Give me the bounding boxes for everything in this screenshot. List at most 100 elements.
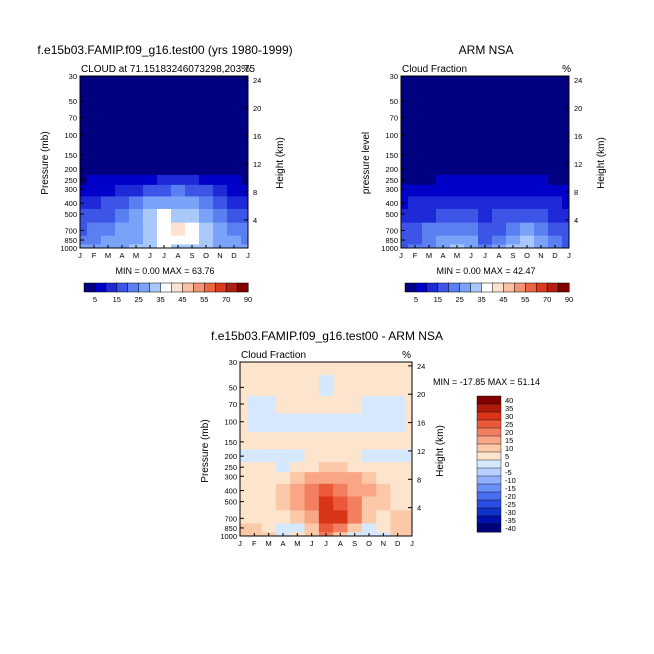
month-tick-label: N	[538, 251, 543, 260]
heatmap-cell	[347, 395, 363, 414]
heatmap-cell	[247, 395, 262, 414]
month-tick-label: J	[78, 251, 82, 260]
heatmap-cell	[185, 184, 200, 197]
heatmap-cell	[478, 208, 493, 223]
heatmap-cell	[506, 126, 521, 146]
heatmap-cell	[290, 523, 305, 533]
min-max-stats: MIN = 0.00 MAX = 42.47	[436, 266, 535, 276]
heatmap-cell	[247, 431, 262, 450]
heatmap-cell	[361, 431, 377, 450]
heatmap-cell	[185, 145, 200, 163]
heatmap-cell	[408, 208, 423, 223]
heatmap-cell	[185, 162, 200, 175]
month-tick-label: J	[483, 251, 487, 260]
heatmap-cell	[376, 509, 391, 524]
colorbar-label: 40	[505, 396, 513, 405]
colorbar-label: 25	[134, 295, 142, 304]
heatmap-cell	[450, 235, 465, 245]
colorbar-label: 70	[222, 295, 230, 304]
colorbar-label: 70	[543, 295, 551, 304]
heatmap-cell	[464, 235, 479, 245]
heatmap-cell	[548, 109, 563, 127]
heatmap-cell	[562, 145, 570, 163]
month-tick-label: A	[440, 251, 445, 260]
heatmap-cell	[129, 174, 144, 185]
month-tick-label: D	[395, 539, 401, 548]
heatmap-cell	[562, 76, 570, 89]
heatmap-cell	[213, 174, 228, 185]
heatmap-cell	[213, 235, 228, 245]
heatmap-cell	[401, 145, 409, 163]
heatmap-cell	[361, 395, 377, 414]
heatmap-cell	[80, 222, 88, 236]
height-axis-label: Height (km)	[435, 425, 446, 477]
heatmap-cell	[376, 431, 391, 450]
heatmap-cell	[304, 374, 320, 397]
heatmap-cell	[376, 461, 391, 473]
heatmap-cell	[408, 109, 423, 127]
heatmap-cell	[115, 184, 130, 197]
heatmap-cell	[240, 509, 248, 524]
pressure-tick-label: 500	[385, 210, 398, 219]
heatmap-cell	[143, 196, 158, 209]
heatmap-cell	[450, 88, 465, 110]
heatmap-cell	[261, 509, 277, 524]
month-tick-label: J	[238, 539, 242, 548]
heatmap-cell	[548, 145, 563, 163]
height-tick-label: 12	[417, 447, 425, 456]
heatmap-cell	[185, 208, 200, 223]
heatmap-cell	[304, 412, 320, 433]
heatmap-cell	[275, 509, 291, 524]
heatmap-cell	[318, 449, 334, 463]
heatmap-cell	[390, 395, 406, 414]
pressure-tick-label: 850	[385, 236, 398, 245]
heatmap-cell	[87, 126, 102, 146]
heatmap-cell	[318, 431, 334, 450]
pressure-tick-label: 300	[64, 185, 77, 194]
pressure-tick-label: 200	[224, 452, 237, 461]
heatmap-cell	[80, 145, 88, 163]
heatmap-cell	[562, 196, 570, 209]
month-tick-label: J	[567, 251, 571, 260]
heatmap-cell	[318, 362, 334, 376]
heatmap-cell	[408, 184, 423, 197]
colorbar-swatch	[476, 483, 502, 493]
heatmap-cell	[261, 471, 277, 484]
colorbar-swatch	[470, 282, 483, 293]
pressure-tick-label: 150	[224, 438, 237, 447]
heatmap-cell	[492, 76, 507, 89]
heatmap-cell	[87, 208, 102, 223]
heatmap-cell	[318, 412, 334, 433]
colorbar-swatch	[476, 451, 502, 461]
heatmap-cell	[227, 196, 242, 209]
colorbar-swatch	[476, 459, 502, 469]
heatmap-cell	[492, 184, 507, 197]
heatmap-cell	[171, 208, 186, 223]
heatmap-cell	[520, 222, 535, 236]
heatmap-cell	[347, 471, 363, 484]
heatmap-cell	[185, 76, 200, 89]
month-tick-label: F	[92, 251, 97, 260]
month-tick-label: J	[410, 539, 414, 548]
heatmap-cell	[361, 496, 377, 511]
heatmap-cell	[275, 496, 291, 511]
heatmap-cell	[492, 208, 507, 223]
pressure-tick-label: 30	[390, 72, 398, 81]
pressure-tick-label: 850	[64, 236, 77, 245]
colorbar-swatch	[476, 427, 502, 437]
heatmap-cell	[520, 184, 535, 197]
heatmap-cell	[404, 496, 413, 511]
heatmap-cell	[240, 449, 248, 463]
heatmap-cell	[240, 471, 248, 484]
heatmap-cell	[534, 208, 549, 223]
pressure-tick-label: 300	[385, 185, 398, 194]
heatmap-cell	[241, 162, 249, 175]
heatmap-cell	[241, 208, 249, 223]
height-tick-label: 8	[417, 475, 421, 484]
heatmap-cell	[404, 471, 413, 484]
heatmap-cell	[304, 431, 320, 450]
heatmap-cell	[87, 76, 102, 89]
heatmap-cell	[333, 374, 348, 397]
heatmap-cell	[401, 126, 409, 146]
